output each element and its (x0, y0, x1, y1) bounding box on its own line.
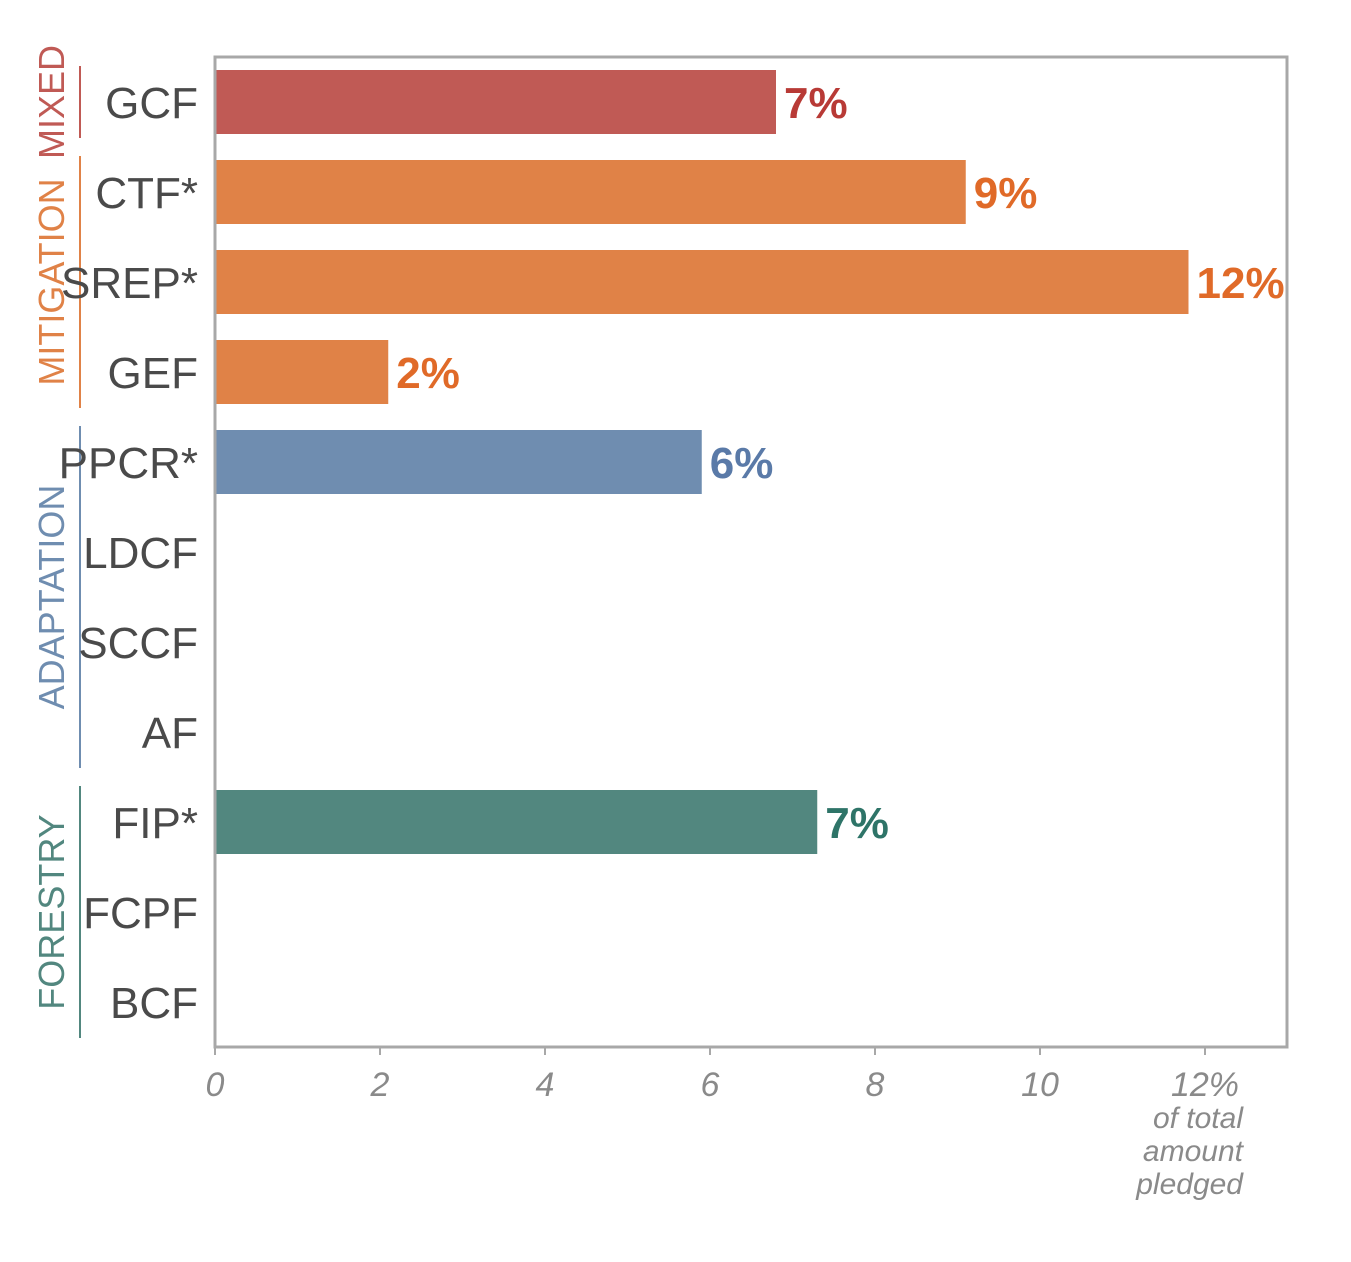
category-labels: GCF CTF* SREP* GEF PPCR* LDCF SCCF AF FIP* FCPF BC… (59, 79, 198, 1028)
x-tick-label: 8 (866, 1066, 885, 1104)
x-unit-line: pledged (1135, 1168, 1244, 1201)
bars (215, 70, 1189, 854)
category-groups: MIXED MITIGATION ADAPTATION FORESTRY (31, 45, 81, 1038)
value-label-srep: 12% (1197, 259, 1285, 308)
category-label-sccf: SCCF (78, 619, 198, 668)
bar-ctf (215, 160, 966, 224)
bar-srep (215, 250, 1189, 314)
category-label-ppcr: PPCR* (59, 439, 198, 488)
x-tick-label: 10 (1021, 1066, 1059, 1104)
category-label-gef: GEF (108, 349, 198, 398)
value-label-gcf: 7% (784, 79, 848, 128)
bar-gcf (215, 70, 776, 134)
category-label-bcf: BCF (110, 979, 198, 1028)
x-tick-label: 4 (536, 1066, 555, 1104)
category-label-ldcf: LDCF (83, 529, 198, 578)
category-label-af: AF (142, 709, 198, 758)
category-label-gcf: GCF (105, 79, 198, 128)
x-tick-label: 12% (1171, 1066, 1239, 1104)
category-label-ctf: CTF* (95, 169, 198, 218)
x-tick-label: 0 (206, 1066, 225, 1104)
group-label-forestry: FORESTRY (31, 814, 72, 1009)
plot-frame (213, 55, 1289, 1049)
bar-gef (215, 340, 389, 404)
group-label-mitigation: MITIGATION (31, 178, 72, 385)
x-tick-label: 6 (701, 1066, 720, 1104)
bar-fip (215, 790, 818, 854)
x-tick-label: 2 (370, 1066, 390, 1104)
group-label-mixed: MIXED (31, 45, 72, 159)
value-label-ppcr: 6% (710, 439, 774, 488)
category-label-fcpf: FCPF (83, 889, 198, 938)
x-unit-line: of total (1153, 1102, 1244, 1135)
value-label-ctf: 9% (974, 169, 1038, 218)
group-label-adaptation: ADAPTATION (31, 485, 72, 710)
x-unit-line: amount (1143, 1135, 1245, 1168)
value-label-fip: 7% (825, 799, 889, 848)
value-label-gef: 2% (396, 349, 460, 398)
bar-ppcr (215, 430, 702, 494)
category-label-srep: SREP* (61, 259, 198, 308)
x-axis-ticks: 0 2 4 6 8 10 12% (206, 1047, 1239, 1104)
value-labels: 7% 9% 12% 2% 6% 7% (396, 79, 1284, 848)
category-label-fip: FIP* (112, 799, 198, 848)
